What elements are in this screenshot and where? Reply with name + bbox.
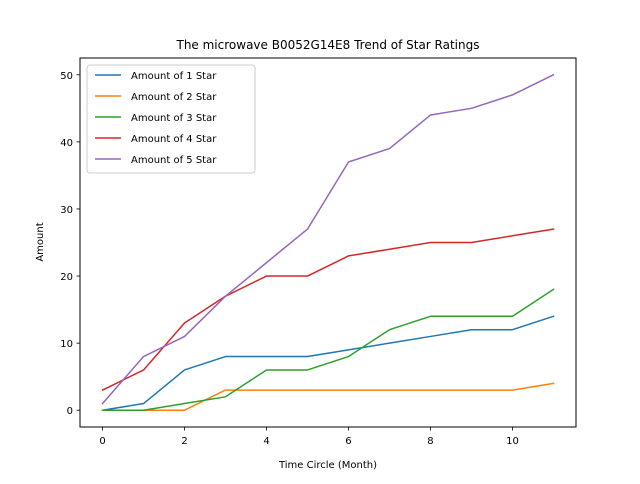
series-line-4-star xyxy=(101,228,555,392)
y-axis-ticks: 0 10 20 30 40 50 xyxy=(60,71,80,417)
chart-title: The microwave B0052G14E8 Trend of Star R… xyxy=(175,38,479,52)
series-line-1-star xyxy=(101,315,555,412)
x-axis-ticks: 0 2 4 6 8 10 xyxy=(99,427,519,447)
x-tick-label: 10 xyxy=(506,436,519,447)
x-tick-label: 6 xyxy=(345,436,351,447)
series-line-5-star xyxy=(101,73,555,405)
x-tick-label: 8 xyxy=(427,436,433,447)
legend-label-4-star: Amount of 4 Star xyxy=(131,134,217,145)
y-tick-label: 30 xyxy=(60,205,73,216)
y-tick-label: 10 xyxy=(60,339,73,350)
x-tick-label: 0 xyxy=(99,436,105,447)
x-tick-label: 4 xyxy=(263,436,269,447)
legend-label-3-star: Amount of 3 Star xyxy=(131,113,217,124)
series-layer xyxy=(101,73,555,412)
legend-label-1-star: Amount of 1 Star xyxy=(131,71,217,82)
plot-frame xyxy=(79,57,577,428)
y-axis-label: Amount xyxy=(35,222,46,261)
y-tick-label: 20 xyxy=(60,272,73,283)
y-tick-label: 0 xyxy=(67,406,73,417)
series-line-2-star xyxy=(101,382,555,411)
legend-label-2-star: Amount of 2 Star xyxy=(131,92,217,103)
x-tick-label: 2 xyxy=(181,436,187,447)
legend: Amount of 1 Star Amount of 2 Star Amount o… xyxy=(86,64,256,174)
legend-items: Amount of 1 Star Amount of 2 Star Amount o… xyxy=(95,71,217,166)
y-tick-label: 40 xyxy=(60,138,73,149)
legend-box xyxy=(86,64,256,174)
x-axis-label: Time Circle (Month) xyxy=(278,460,377,471)
y-tick-label: 50 xyxy=(60,71,73,82)
plot-area: 0 2 4 6 8 10 0 10 20 30 40 50 xyxy=(60,57,577,447)
series-line-3-star xyxy=(101,288,555,411)
legend-label-5-star: Amount of 5 Star xyxy=(131,155,217,166)
